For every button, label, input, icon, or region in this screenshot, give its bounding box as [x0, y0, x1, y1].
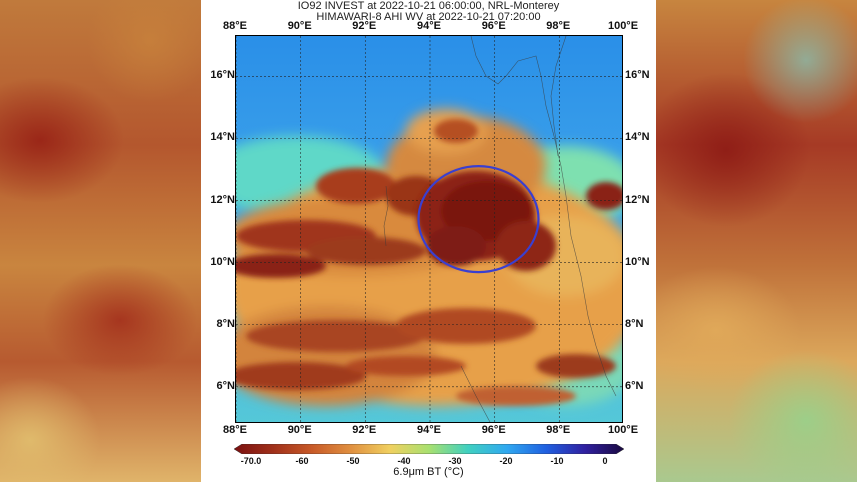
cold-cloud-bands	[236, 119, 622, 406]
colorbar-tick: 0	[602, 456, 608, 466]
lon-label-bottom: 88°E	[223, 424, 247, 436]
satellite-image-panel: IO92 INVEST at 2022-10-21 06:00:00, NRL-…	[201, 0, 656, 482]
colorbar-tick: -70.0	[240, 456, 262, 466]
lon-label-top: 100°E	[607, 20, 639, 32]
background-left	[0, 0, 201, 482]
lat-label-left: 16°N	[210, 69, 235, 82]
lat-label-left: 6°N	[216, 379, 235, 392]
colorbar-tick: -10	[550, 456, 564, 466]
lon-label-bottom: 96°E	[481, 424, 506, 436]
lat-label-left: 8°N	[216, 317, 235, 330]
storm-convection-core	[416, 171, 556, 271]
lat-label-right: 8°N	[625, 317, 644, 330]
lat-label-right: 12°N	[625, 193, 650, 206]
colorbar-label: 6.9μm BT (°C)	[393, 466, 464, 478]
lat-label-right: 6°N	[625, 379, 644, 392]
image-title-line1: IO92 INVEST at 2022-10-21 06:00:00, NRL-…	[297, 0, 560, 12]
lon-label-bottom: 90°E	[287, 424, 312, 436]
map-canvas	[236, 36, 622, 422]
lon-label-bottom: 98°E	[546, 424, 571, 436]
lat-label-left: 12°N	[210, 193, 235, 206]
background-right	[656, 0, 857, 482]
lat-label-right: 10°N	[625, 255, 650, 268]
lat-label-left: 14°N	[210, 131, 235, 144]
lon-label-top: 94°E	[417, 20, 441, 32]
image-title-line2: HIMAWARI-8 AHI WV at 2022-10-21 07:20:00	[316, 11, 541, 23]
lat-label-left: 10°N	[210, 255, 235, 268]
lat-label-right: 16°N	[625, 69, 650, 82]
colorbar-tick: -60	[295, 456, 309, 466]
lon-label-top: 92°E	[352, 20, 377, 32]
storm-location-circle	[417, 165, 540, 274]
colorbar-tick: -30	[448, 456, 462, 466]
lon-label-top: 88°E	[223, 20, 247, 32]
lat-label-right: 14°N	[625, 131, 650, 144]
lat-lon-grid	[236, 36, 622, 422]
water-vapor-map[interactable]	[235, 35, 623, 423]
colorbar-tick: -40	[397, 456, 411, 466]
lon-label-bottom: 94°E	[417, 424, 441, 436]
colorbar-tick: -50	[346, 456, 360, 466]
lon-label-top: 96°E	[481, 20, 506, 32]
lon-label-bottom: 100°E	[607, 424, 639, 436]
colorbar-scale	[234, 444, 624, 454]
lon-label-bottom: 92°E	[352, 424, 377, 436]
colorbar	[234, 444, 624, 454]
lon-label-top: 98°E	[546, 20, 571, 32]
lon-label-top: 90°E	[287, 20, 312, 32]
colorbar-tick: -20	[499, 456, 513, 466]
